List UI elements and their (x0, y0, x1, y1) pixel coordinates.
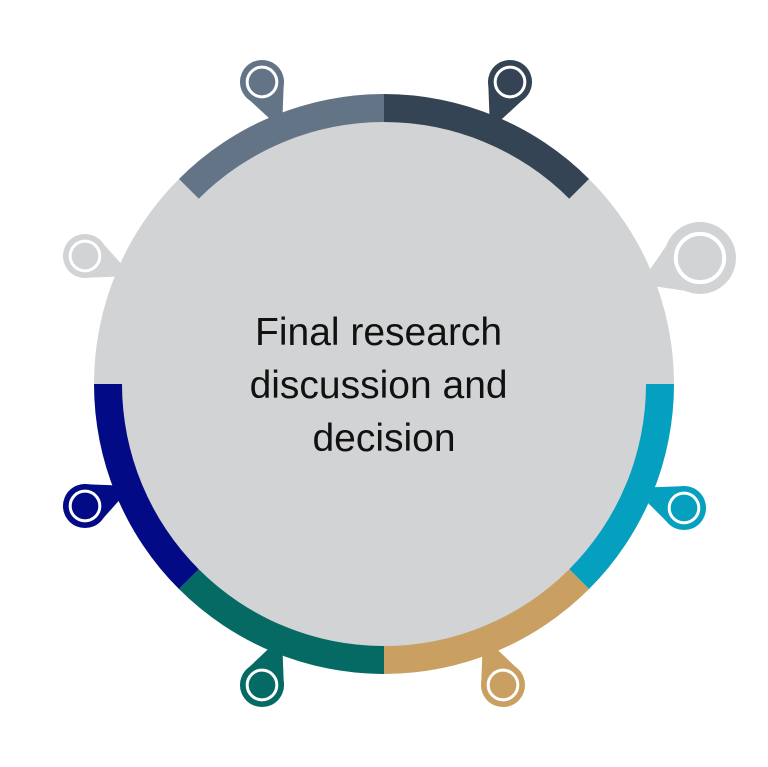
ring-segment-light-gray-2 (94, 178, 199, 384)
ring-segment-dark-slate (384, 94, 590, 199)
ring-segment-tan (384, 569, 590, 674)
map-pin-icon (60, 231, 132, 281)
map-pin-icon (640, 219, 739, 297)
center-title: Final research discussion and decision (250, 311, 519, 460)
center-disc (96, 96, 672, 672)
map-pin-icon (237, 57, 287, 130)
map-pin-icon (485, 57, 535, 130)
center-title-line-2: discussion and (250, 364, 508, 407)
pin-inner-ring (493, 65, 527, 99)
map-pin-icon (633, 483, 709, 533)
pin-inner-ring (68, 489, 102, 523)
ring-segment-light-gray (569, 178, 674, 384)
pin-inner-ring (486, 668, 520, 702)
ring-segment-slate-gray (178, 94, 384, 199)
map-pin-icon (60, 481, 132, 531)
pin-inner-ring (667, 491, 701, 525)
ring-segment-teal-blue (569, 384, 674, 590)
map-pin-icon (237, 636, 287, 710)
pin-inner-ring (245, 668, 279, 702)
center-title-line-3: decision (312, 417, 455, 460)
pin-inner-ring (673, 231, 727, 285)
ring-segment-dark-teal (178, 569, 384, 674)
ring-segment-navy (94, 384, 199, 590)
pin-inner-ring (68, 239, 102, 273)
map-pin-icon (478, 636, 528, 710)
outer-ring (94, 94, 674, 674)
center-title-line-1: Final research (255, 311, 502, 354)
pin-inner-ring (245, 65, 279, 99)
pin-markers (60, 57, 739, 710)
